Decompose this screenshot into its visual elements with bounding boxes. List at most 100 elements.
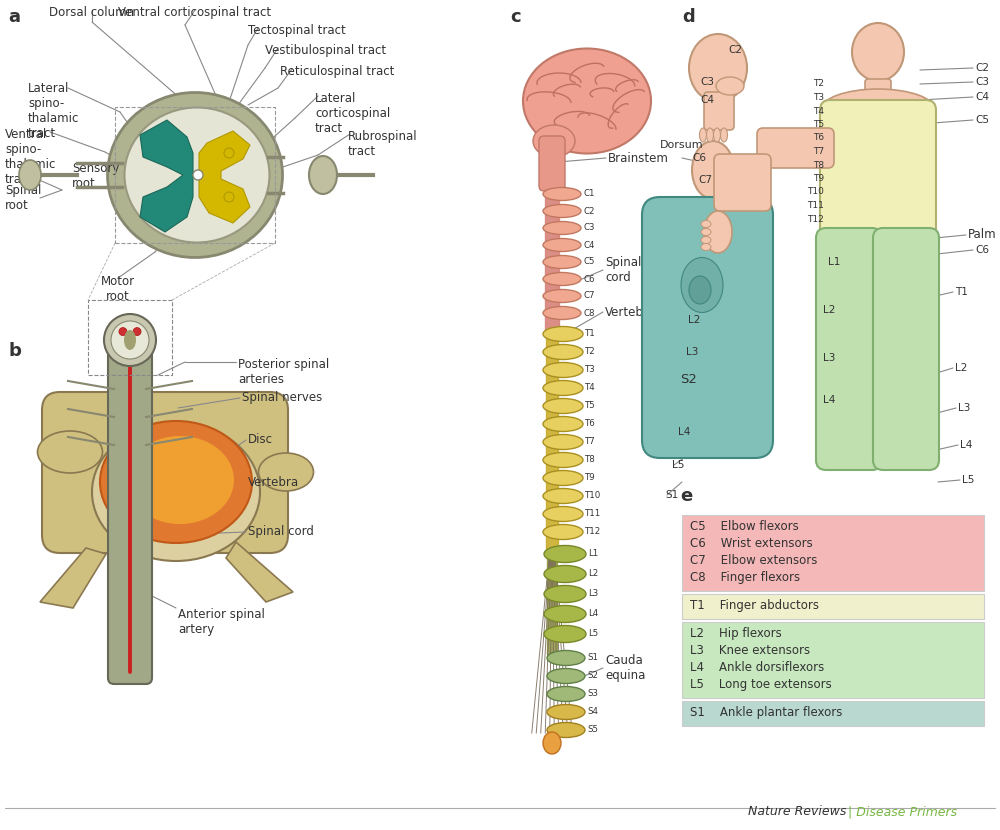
Ellipse shape: [543, 290, 581, 302]
Text: T4: T4: [585, 383, 596, 393]
Text: T1    Finger abductors: T1 Finger abductors: [690, 599, 819, 612]
Text: Dorsal column: Dorsal column: [49, 6, 135, 19]
Text: S1: S1: [665, 490, 678, 500]
Ellipse shape: [543, 344, 583, 359]
Ellipse shape: [701, 221, 711, 227]
Text: C4: C4: [975, 92, 989, 102]
Text: C7: C7: [583, 291, 594, 300]
Text: T6: T6: [585, 419, 596, 428]
Text: S2: S2: [680, 374, 697, 387]
Text: L1: L1: [588, 549, 598, 559]
Text: L2: L2: [955, 363, 967, 373]
Text: L1: L1: [828, 257, 840, 267]
FancyBboxPatch shape: [108, 334, 152, 684]
Circle shape: [133, 328, 141, 335]
Ellipse shape: [681, 257, 723, 313]
FancyBboxPatch shape: [42, 392, 288, 553]
Circle shape: [224, 192, 234, 202]
Text: L5: L5: [672, 460, 684, 470]
Ellipse shape: [544, 626, 586, 642]
Text: L4    Ankle dorsiflexors: L4 Ankle dorsiflexors: [690, 661, 824, 674]
Ellipse shape: [543, 380, 583, 396]
Text: Vertebra: Vertebra: [605, 305, 656, 319]
Ellipse shape: [852, 23, 904, 81]
Text: Vestibulospinal tract: Vestibulospinal tract: [265, 44, 386, 57]
Text: T9: T9: [813, 174, 824, 183]
Text: T11: T11: [585, 510, 601, 519]
FancyBboxPatch shape: [820, 100, 936, 250]
Text: | Disease Primers: | Disease Primers: [848, 805, 957, 818]
Text: C6: C6: [975, 245, 989, 255]
Ellipse shape: [92, 423, 260, 561]
Text: C2: C2: [975, 63, 989, 73]
Text: T3: T3: [813, 93, 824, 102]
Ellipse shape: [543, 204, 581, 217]
Text: Disc: Disc: [248, 433, 273, 447]
Text: Palm: Palm: [968, 228, 997, 242]
Text: L5: L5: [962, 475, 974, 485]
Ellipse shape: [701, 237, 711, 243]
FancyBboxPatch shape: [642, 197, 773, 458]
FancyBboxPatch shape: [682, 515, 984, 591]
Text: L3: L3: [588, 589, 598, 598]
Text: Tectospinal tract: Tectospinal tract: [248, 24, 346, 37]
Circle shape: [119, 328, 127, 335]
Text: T11: T11: [807, 201, 824, 210]
Text: L3    Knee extensors: L3 Knee extensors: [690, 644, 810, 657]
Text: S4-S5: S4-S5: [690, 270, 718, 280]
Text: C3: C3: [700, 77, 714, 87]
Text: S1: S1: [587, 653, 598, 662]
Ellipse shape: [704, 211, 732, 253]
Text: S1    Ankle plantar flexors: S1 Ankle plantar flexors: [690, 706, 842, 719]
Text: Nature Reviews: Nature Reviews: [748, 805, 846, 818]
Text: L4: L4: [823, 395, 835, 405]
Ellipse shape: [543, 398, 583, 413]
Ellipse shape: [38, 431, 103, 473]
Polygon shape: [226, 542, 293, 602]
Circle shape: [193, 170, 203, 180]
Ellipse shape: [543, 238, 581, 251]
Ellipse shape: [543, 306, 581, 320]
Text: L4: L4: [588, 609, 598, 618]
Text: c: c: [510, 8, 521, 26]
Text: Ventral
spino-
thalamic
tract: Ventral spino- thalamic tract: [5, 128, 56, 186]
Ellipse shape: [19, 160, 41, 190]
Text: T1: T1: [955, 287, 968, 297]
Ellipse shape: [543, 506, 583, 521]
Text: Spinal nerves: Spinal nerves: [242, 392, 322, 404]
Text: L3: L3: [686, 347, 698, 357]
FancyBboxPatch shape: [714, 154, 771, 211]
Ellipse shape: [543, 188, 581, 201]
Ellipse shape: [543, 732, 561, 754]
Text: T8: T8: [585, 456, 596, 465]
Text: T10: T10: [807, 188, 824, 197]
Text: T2: T2: [585, 348, 596, 357]
Text: L4: L4: [678, 427, 690, 437]
Ellipse shape: [547, 668, 585, 683]
Text: L3: L3: [958, 403, 970, 413]
Ellipse shape: [124, 108, 270, 242]
Ellipse shape: [543, 525, 583, 540]
Ellipse shape: [108, 92, 283, 257]
FancyBboxPatch shape: [682, 622, 984, 698]
Circle shape: [111, 321, 149, 359]
Text: Spinal
cord: Spinal cord: [605, 256, 641, 284]
Text: Sensory
root: Sensory root: [72, 162, 119, 190]
Text: L5: L5: [588, 629, 598, 638]
Text: L4: L4: [960, 440, 972, 450]
Text: C3: C3: [975, 77, 989, 87]
Text: Motor
root: Motor root: [101, 275, 135, 303]
Text: T12: T12: [807, 214, 824, 223]
Text: S4: S4: [587, 707, 598, 716]
Ellipse shape: [543, 434, 583, 450]
Ellipse shape: [543, 452, 583, 467]
Ellipse shape: [543, 489, 583, 504]
Text: C5    Elbow flexors: C5 Elbow flexors: [690, 520, 799, 533]
Ellipse shape: [543, 272, 581, 286]
Ellipse shape: [126, 436, 234, 524]
Text: Dorsum: Dorsum: [660, 140, 704, 150]
Ellipse shape: [258, 453, 314, 491]
Text: C7: C7: [698, 175, 712, 185]
Ellipse shape: [544, 545, 586, 563]
Text: C2: C2: [583, 207, 594, 216]
